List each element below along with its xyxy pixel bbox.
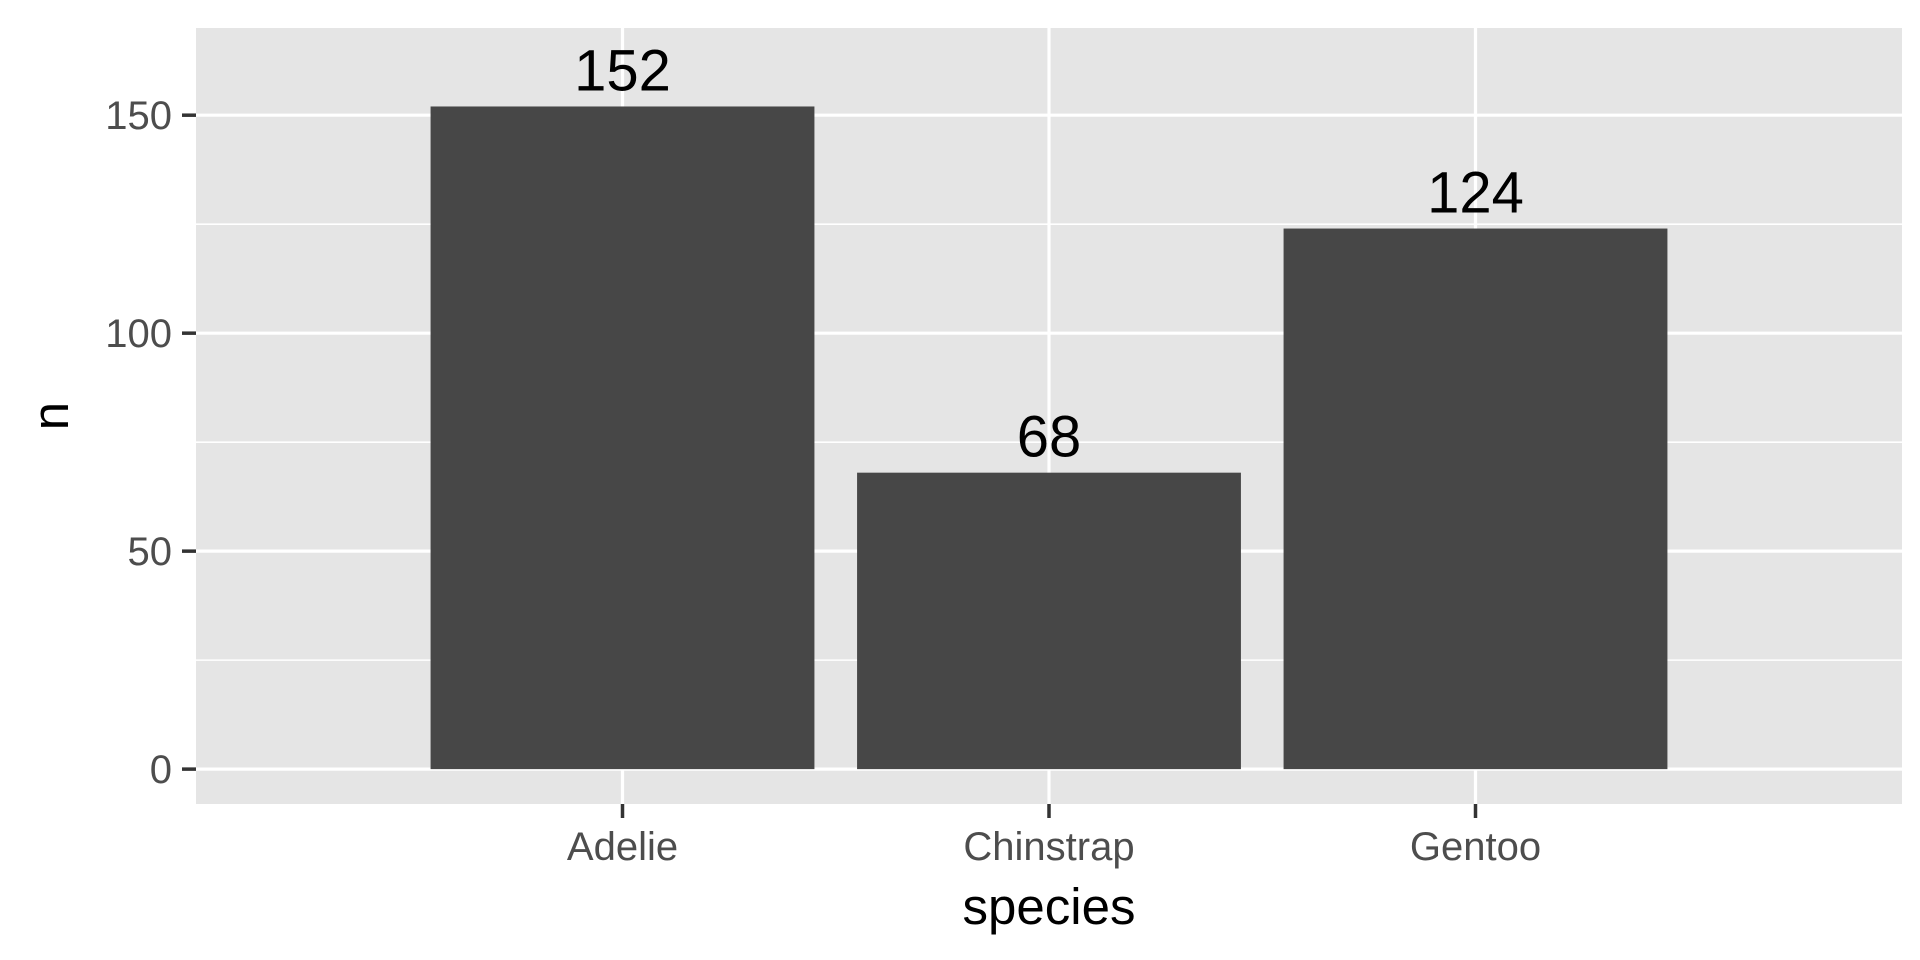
y-tick-label: 50	[128, 530, 173, 574]
x-tick-label-gentoo: Gentoo	[1410, 825, 1541, 869]
bar-adelie	[430, 106, 815, 770]
bar-value-label-adelie: 152	[574, 38, 671, 103]
y-tick-label: 150	[105, 94, 172, 138]
x-axis-title: species	[963, 878, 1136, 935]
y-tick-label: 100	[105, 312, 172, 356]
y-axis-title: n	[22, 402, 79, 430]
bar-value-label-gentoo: 124	[1427, 161, 1524, 226]
y-axis: 0 50 100 150	[105, 94, 196, 792]
bar-value-labels: 152 68 124	[574, 38, 1524, 469]
bar-gentoo	[1283, 228, 1668, 770]
x-tick-label-chinstrap: Chinstrap	[963, 825, 1134, 869]
bar-value-label-chinstrap: 68	[1017, 405, 1082, 470]
x-tick-label-adelie: Adelie	[567, 825, 678, 869]
y-tick-label: 0	[150, 748, 172, 792]
x-axis: Adelie Chinstrap Gentoo	[567, 804, 1541, 869]
bar-chinstrap	[857, 472, 1241, 770]
bars	[430, 106, 1668, 770]
